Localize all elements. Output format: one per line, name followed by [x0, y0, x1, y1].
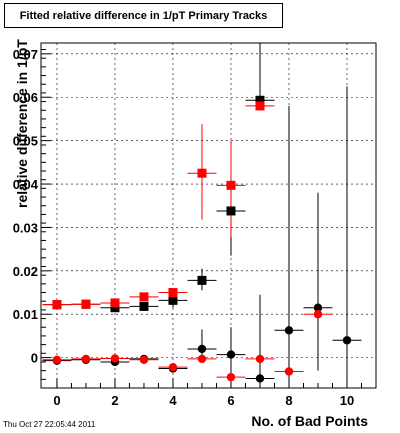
data-point-square	[226, 180, 236, 190]
data-point-circle	[255, 374, 265, 383]
data-point-circle	[284, 326, 294, 335]
data-point-circle	[139, 355, 149, 364]
data-point-circle	[197, 344, 207, 354]
data-point-circle	[284, 367, 294, 376]
data-point-circle	[226, 350, 236, 359]
data-point-square	[139, 301, 149, 311]
x-tick-label: 6	[227, 393, 234, 408]
y-axis-label: relative difference in 1/pT	[14, 39, 30, 208]
data-point-square	[168, 288, 178, 298]
data-point-square	[226, 206, 236, 216]
data-point-square	[197, 168, 207, 178]
x-tick-label: 10	[340, 393, 354, 408]
data-point-circle	[52, 355, 62, 364]
y-tick-label: 0.02	[13, 264, 38, 279]
y-tick-label: 0.04	[13, 177, 39, 192]
y-tick-label: 0	[31, 351, 38, 366]
timestamp: Thu Oct 27 22:05:44 2011	[3, 420, 96, 429]
data-point-circle	[342, 336, 352, 345]
data-point-circle	[110, 354, 120, 363]
data-point-square	[139, 292, 149, 302]
data-point-circle	[255, 354, 265, 364]
data-point-circle	[313, 310, 323, 319]
data-point-square	[168, 295, 178, 305]
data-point-circle	[81, 354, 91, 364]
data-point-square	[81, 299, 91, 309]
data-point-circle	[197, 354, 207, 364]
y-tick-label: 0.01	[13, 307, 38, 322]
data-point-square	[52, 300, 62, 310]
data-point-square	[255, 101, 265, 111]
data-point-square	[255, 95, 265, 105]
y-tick-label: 0.07	[13, 47, 38, 62]
x-tick-label: 2	[111, 393, 118, 408]
data-point-square	[110, 303, 120, 313]
plot-frame	[40, 42, 377, 389]
data-point-square	[110, 298, 120, 308]
data-point-square	[197, 275, 207, 285]
x-tick-label: 8	[285, 393, 292, 408]
y-tick-label: 0.06	[13, 90, 38, 105]
data-point-circle	[226, 372, 236, 382]
chart-title: Fitted relative difference in 1/pT Prima…	[4, 3, 283, 28]
y-tick-label: 0.05	[13, 134, 38, 149]
x-tick-label: 0	[53, 393, 60, 408]
y-tick-label: 0.03	[13, 220, 38, 235]
x-tick-label: 4	[169, 393, 177, 408]
data-point-circle	[168, 362, 178, 372]
data-point-circle	[313, 303, 323, 312]
x-axis-label: No. of Bad Points	[251, 413, 368, 429]
